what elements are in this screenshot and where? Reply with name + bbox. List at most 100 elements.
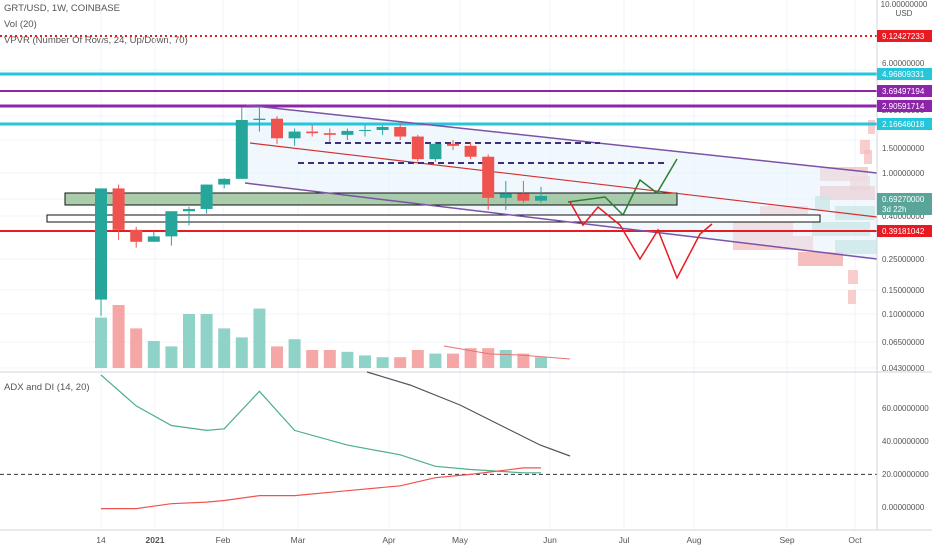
- currency-label: USD: [896, 9, 913, 18]
- adx-axis-tick: 40.00000000: [882, 437, 929, 446]
- candle-body: [253, 118, 266, 120]
- volume-ma-line: [443, 345, 571, 360]
- volume-bars: [95, 305, 571, 368]
- adx-panel: [0, 371, 932, 510]
- price-axis-tick: 0.15000000: [882, 286, 925, 295]
- channel-mid-line: [249, 142, 878, 218]
- symbol-title[interactable]: GRT/USD, 1W, COINBASE: [4, 3, 120, 14]
- range-box: [46, 214, 821, 223]
- candle-body: [95, 188, 107, 300]
- time-axis-label: 2021: [146, 535, 165, 545]
- candle-body: [482, 156, 495, 198]
- adx-series-line: [101, 467, 541, 510]
- price-tag-label: 3.69497194: [882, 87, 925, 96]
- candle-body: [306, 131, 319, 134]
- price-tag-box: [877, 85, 932, 97]
- vpvr-indicator-label[interactable]: VPVR (Number Of Rows, 24, Up/Down, 70): [4, 35, 188, 46]
- candles: [95, 106, 547, 316]
- candle-body: [447, 143, 459, 146]
- time-axis-label: Apr: [382, 535, 395, 545]
- candle-body: [147, 236, 160, 242]
- volume-bar: [517, 353, 530, 368]
- candle-body: [429, 143, 442, 160]
- price-tag-box: [877, 193, 932, 205]
- volume-bar: [130, 328, 143, 368]
- candle-body: [376, 126, 389, 130]
- volume-bar: [112, 305, 125, 368]
- volume-bar: [288, 339, 301, 368]
- volume-bar: [429, 353, 442, 368]
- volume-bar: [183, 314, 195, 368]
- volume-bar: [323, 350, 336, 368]
- volume-bar: [482, 348, 495, 368]
- volume-bar: [447, 353, 459, 368]
- time-axis-label: Jun: [543, 535, 557, 545]
- price-axis-tick: 0.40000000: [882, 212, 925, 221]
- candle-body: [271, 118, 283, 139]
- volume-bar: [499, 350, 512, 368]
- drawings-layer: [0, 35, 878, 280]
- volume-bar: [535, 357, 547, 368]
- bullish-projection: [567, 158, 678, 217]
- price-tag-label: 4.96809331: [882, 70, 925, 79]
- candle-body: [517, 193, 530, 201]
- adx-series-line: [100, 374, 541, 474]
- vpvr-row: [848, 270, 858, 284]
- candle-body: [235, 119, 248, 179]
- time-axis-label: Mar: [291, 535, 306, 545]
- volume-bar: [394, 357, 407, 368]
- volume-bar: [200, 314, 213, 368]
- time-axis-label: May: [452, 535, 469, 545]
- price-tag-label: 3d 22h: [882, 205, 906, 214]
- price-axis-tick: 0.25000000: [882, 255, 925, 264]
- volume-bar: [271, 346, 283, 368]
- volume-bar: [95, 317, 107, 368]
- volume-indicator-label[interactable]: Vol (20): [4, 19, 37, 30]
- time-axis-label: 14: [96, 535, 106, 545]
- adx-line: [366, 371, 571, 457]
- candle-body: [359, 130, 371, 131]
- price-axis-tick: 1.00000000: [882, 169, 925, 178]
- volume-bar: [376, 357, 389, 368]
- price-axis-tick: 0.06500000: [882, 338, 925, 347]
- candle-body: [183, 208, 195, 212]
- price-tag-box: [877, 225, 932, 237]
- candle-body: [341, 130, 354, 135]
- price-tag-label: 0.39181042: [882, 227, 925, 236]
- price-tag-label: 2.16646018: [882, 120, 925, 129]
- candle-body: [411, 136, 424, 160]
- candle-body: [535, 196, 547, 201]
- adx-indicator-label[interactable]: ADX and DI (14, 20): [4, 382, 90, 393]
- candle-body: [200, 184, 213, 209]
- candle-body: [112, 188, 125, 230]
- price-axis-tick: 6.00000000: [882, 59, 925, 68]
- volume-bar: [306, 350, 319, 368]
- price-tag-box: [877, 30, 932, 42]
- price-tag-box: [877, 203, 932, 215]
- channel-fill: [245, 105, 877, 259]
- volume-bar: [341, 351, 354, 368]
- volume-bar: [165, 346, 178, 368]
- candle-body: [499, 193, 512, 198]
- time-axis-label: Feb: [216, 535, 231, 545]
- price-tag-label: 0.69270000: [882, 195, 925, 204]
- candle-body: [394, 126, 407, 137]
- candle-body: [165, 211, 178, 237]
- volume-bar: [464, 348, 477, 368]
- time-axis-label: Oct: [848, 535, 862, 545]
- price-tag-box: [877, 118, 932, 130]
- adx-axis-tick: 60.00000000: [882, 404, 929, 413]
- volume-bar: [218, 328, 231, 368]
- candle-body: [218, 178, 231, 185]
- vpvr-row: [868, 120, 875, 134]
- bearish-projection: [569, 201, 713, 280]
- adx-axis-tick: 0.00000000: [882, 503, 925, 512]
- candle-body: [464, 145, 477, 157]
- grid-lines: [0, 0, 877, 530]
- price-tag-box: [877, 68, 932, 80]
- volume-bar: [147, 341, 160, 368]
- price-tag-box: [877, 100, 932, 112]
- price-axis-tick: 1.50000000: [882, 144, 925, 153]
- time-axis-label: Jul: [619, 535, 630, 545]
